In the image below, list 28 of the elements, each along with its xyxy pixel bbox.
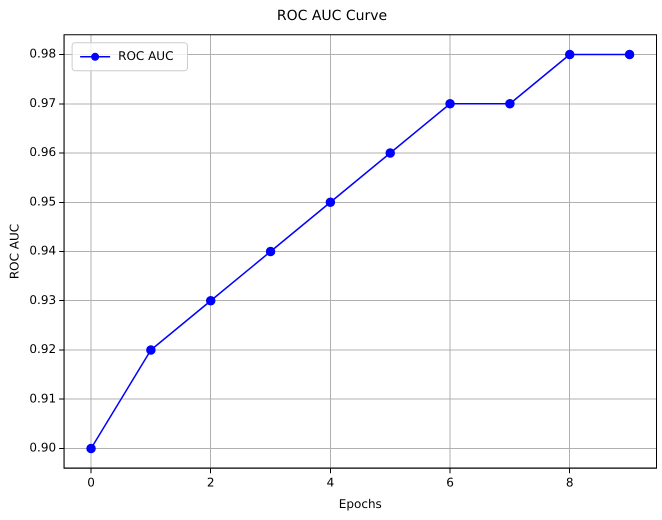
x-axis-title: Epochs bbox=[338, 496, 382, 511]
point bbox=[146, 345, 156, 355]
point bbox=[624, 50, 634, 60]
x-tick-label: 0 bbox=[87, 476, 95, 490]
point bbox=[86, 444, 96, 454]
x-tick-label: 4 bbox=[326, 476, 334, 490]
point bbox=[385, 148, 395, 158]
point bbox=[505, 99, 515, 108]
y-tick-label: 0.91 bbox=[29, 391, 56, 406]
x-tick-label: 8 bbox=[566, 476, 574, 490]
point bbox=[445, 99, 455, 108]
y-axis-title: ROC AUC bbox=[7, 224, 22, 280]
point bbox=[564, 50, 574, 60]
x-tick-label: 2 bbox=[206, 476, 215, 490]
y-tick-label: 0.97 bbox=[29, 96, 56, 110]
point bbox=[206, 296, 216, 306]
chart-title: ROC AUC Curve bbox=[276, 8, 388, 24]
y-tick-label: 0.90 bbox=[29, 440, 56, 455]
legend-label: ROC AUC bbox=[118, 48, 174, 63]
y-tick-label: 0.98 bbox=[29, 46, 56, 61]
y-tick-label: 0.96 bbox=[29, 145, 56, 160]
y-tick-label: 0.94 bbox=[29, 244, 56, 258]
x-tick-label: 6 bbox=[446, 476, 454, 490]
y-tick-label: 0.95 bbox=[29, 194, 56, 208]
point bbox=[326, 198, 336, 207]
y-tick-label: 0.92 bbox=[29, 342, 56, 356]
point bbox=[266, 246, 276, 256]
y-tick-label: 0.93 bbox=[29, 292, 56, 307]
